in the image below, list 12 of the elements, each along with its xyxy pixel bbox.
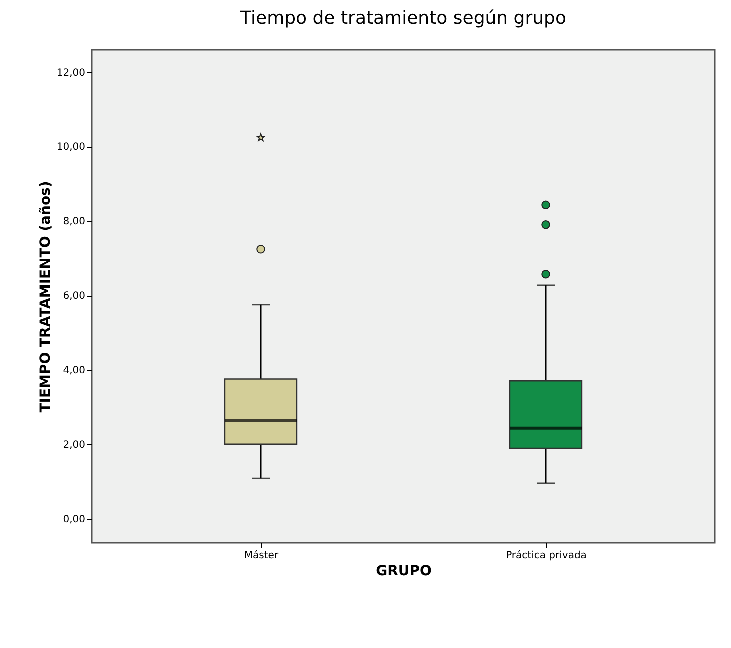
x-axis-title: GRUPO [376, 564, 432, 580]
x-tick-label: Práctica privada [506, 550, 587, 562]
y-tick-label: 8,00 [63, 216, 86, 228]
y-tick-label: 2,00 [63, 440, 86, 451]
y-tick-label: 4,00 [63, 365, 86, 376]
x-tick-label: Máster [244, 550, 280, 562]
y-tick-label: 0,00 [63, 514, 86, 526]
y-tick-label: 12,00 [56, 68, 86, 79]
chart-title: Tiempo de tratamiento según grupo [240, 8, 566, 29]
y-axis-title: TIEMPO TRATAMIENTO (años) [38, 181, 54, 413]
y-tick-label: 10,00 [56, 142, 86, 154]
y-tick-label: 6,00 [63, 291, 86, 302]
